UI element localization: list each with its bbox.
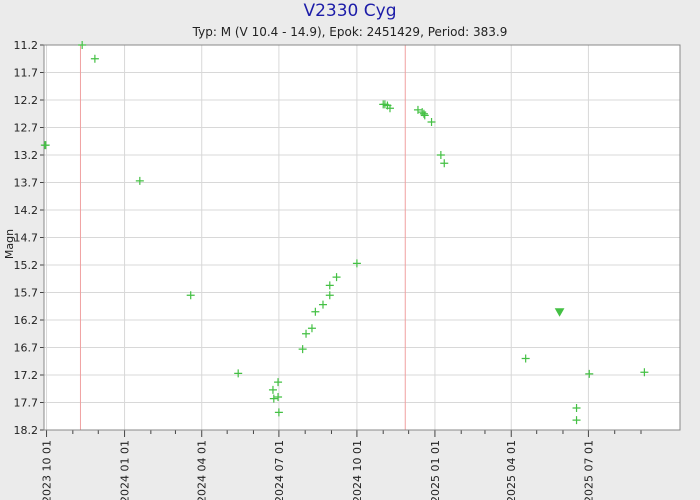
data-point xyxy=(269,394,278,403)
data-point xyxy=(413,105,422,114)
data-point xyxy=(640,368,649,377)
data-point xyxy=(41,141,50,150)
data-point xyxy=(419,109,428,118)
y-tick-label: 12.2 xyxy=(14,94,39,107)
chart-title: V2330 Cyg xyxy=(303,1,397,21)
y-tick-label: 16.7 xyxy=(14,342,39,355)
data-point xyxy=(307,324,316,333)
y-tick-label: 14.2 xyxy=(14,204,39,217)
y-tick-label: 12.7 xyxy=(14,122,39,135)
y-tick-label: 18.2 xyxy=(14,424,39,437)
y-tick-label: 16.2 xyxy=(14,314,39,327)
data-point xyxy=(585,369,594,378)
data-point xyxy=(234,369,243,378)
y-tick-label: 11.2 xyxy=(14,39,39,52)
data-point xyxy=(420,111,429,120)
data-point xyxy=(332,273,341,282)
data-point xyxy=(572,416,581,425)
data-point xyxy=(436,151,445,159)
data-point xyxy=(521,354,530,363)
data-point xyxy=(352,259,361,268)
data-point xyxy=(78,41,87,49)
data-point xyxy=(427,118,436,126)
y-tick-label: 15.2 xyxy=(14,259,39,272)
y-tick-label: 17.2 xyxy=(14,369,39,382)
y-tick-label: 14.7 xyxy=(14,232,39,245)
chart-subtitle: Typ: M (V 10.4 - 14.9), Epok: 2451429, P… xyxy=(192,25,508,39)
x-tick-label: 2024 04 01 xyxy=(196,440,209,500)
data-point xyxy=(268,385,277,394)
data-point xyxy=(440,159,449,168)
data-point xyxy=(298,345,307,354)
x-tick-label: 2025 04 01 xyxy=(505,440,518,500)
data-point-upper-limit xyxy=(554,308,565,317)
data-point xyxy=(572,404,581,412)
x-tick-label: 2025 01 01 xyxy=(429,440,442,500)
data-point xyxy=(186,291,195,300)
x-tick-label: 2024 07 01 xyxy=(273,440,286,500)
data-point xyxy=(274,393,283,401)
data-point xyxy=(274,378,283,387)
data-point xyxy=(325,281,334,290)
data-point xyxy=(318,300,327,309)
data-point xyxy=(385,104,394,113)
y-tick-label: 13.2 xyxy=(14,149,39,162)
data-point xyxy=(274,408,283,417)
x-tick-label: 2025 07 01 xyxy=(582,440,595,500)
data-point xyxy=(311,307,320,316)
data-point xyxy=(302,329,311,338)
x-tick-label: 2024 01 01 xyxy=(119,440,132,500)
y-tick-label: 17.7 xyxy=(14,397,39,410)
y-tick-label: 13.7 xyxy=(14,177,39,190)
data-point xyxy=(90,54,99,63)
y-tick-label: 11.7 xyxy=(14,67,39,80)
y-tick-label: 15.7 xyxy=(14,287,39,300)
plot-frame xyxy=(43,44,681,431)
x-tick-label: 2023 10 01 xyxy=(41,440,54,500)
data-point xyxy=(135,176,144,185)
data-point xyxy=(325,291,334,300)
x-tick-label: 2024 10 01 xyxy=(351,440,364,500)
y-axis-title: Magn xyxy=(3,229,16,259)
